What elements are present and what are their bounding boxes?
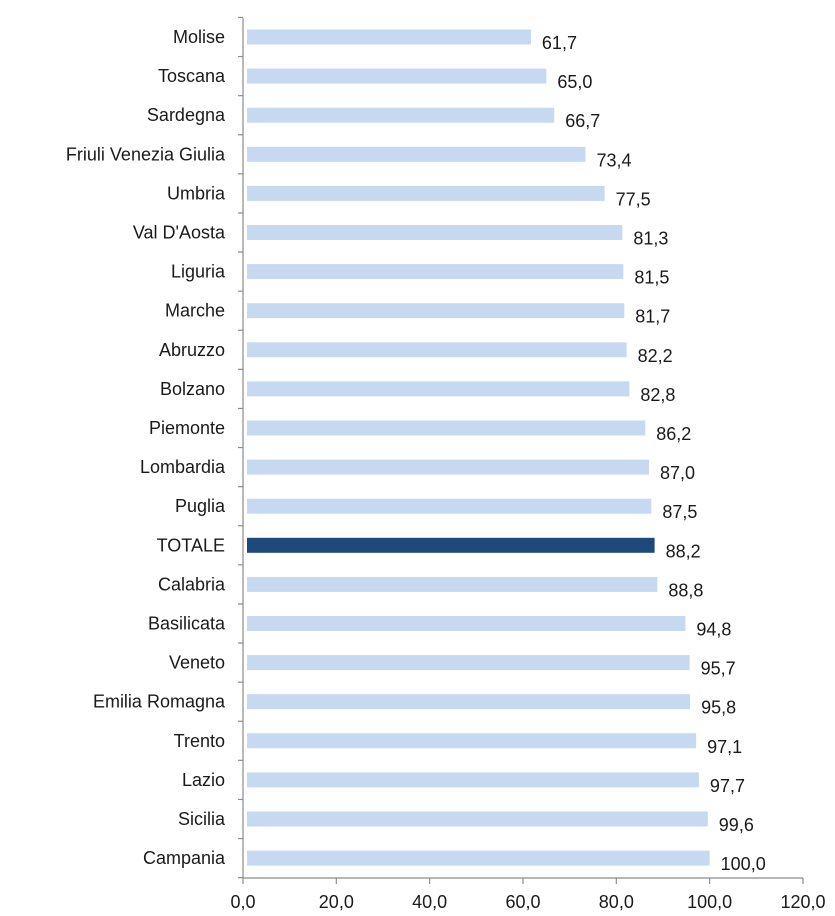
value-label-basilicata: 94,8 [696, 620, 731, 640]
bar-toscana [247, 68, 547, 84]
bar-puglia [247, 498, 652, 514]
value-label-molise: 61,7 [542, 33, 577, 53]
value-label-abruzzo: 82,2 [638, 346, 673, 366]
value-labels: 61,7 65,0 66,7 73,4 77,5 81,3 81,5 81,7 82,2 82,8… [542, 33, 766, 874]
value-label-puglia: 87,5 [662, 502, 697, 522]
bar-basilicata [247, 616, 686, 631]
value-label-totale: 88,2 [666, 541, 701, 561]
category-label-umbria: Umbria [167, 183, 226, 203]
x-tick-label: 20,0 [319, 892, 354, 912]
bars-layer [247, 29, 710, 866]
category-label-veneto: Veneto [169, 653, 225, 673]
value-label-sardegna: 66,7 [565, 111, 600, 131]
bar-lombardia [247, 459, 649, 475]
category-label-puglia: Puglia [175, 496, 226, 516]
x-tick-label: 80,0 [599, 892, 634, 912]
axes: 0,0 20,0 40,0 60,0 80,0 100,0 120,0 [230, 16, 826, 912]
bar-piemonte [247, 420, 646, 436]
value-label-toscana: 65,0 [557, 72, 592, 92]
category-label-val-d-aosta: Val D'Aosta [133, 223, 226, 243]
value-label-sicilia: 99,6 [719, 815, 754, 835]
bar-lazio [247, 772, 699, 788]
bar-calabria [247, 576, 658, 592]
category-label-bolzano: Bolzano [160, 379, 225, 399]
x-tick-label: 60,0 [505, 892, 540, 912]
bar-liguria [247, 264, 624, 280]
category-label-friuli-venezia-giulia: Friuli Venezia Giulia [66, 144, 226, 164]
bar-friuli-venezia-giulia [247, 146, 586, 162]
category-label-campania: Campania [143, 848, 226, 868]
value-label-lombardia: 87,0 [660, 463, 695, 483]
category-label-piemonte: Piemonte [149, 418, 225, 438]
category-label-totale: TOTALE [157, 535, 225, 555]
bar-totale [247, 537, 655, 553]
bar-val-d-aosta [247, 225, 623, 240]
category-label-molise: Molise [173, 27, 225, 47]
category-label-liguria: Liguria [171, 262, 226, 282]
bar-veneto [247, 655, 690, 671]
value-label-emilia-romagna: 95,8 [701, 698, 736, 718]
x-tick-label: 40,0 [412, 892, 447, 912]
bar-molise [247, 29, 531, 45]
bar-marche [247, 303, 625, 319]
category-label-sicilia: Sicilia [178, 809, 226, 829]
category-label-lazio: Lazio [182, 770, 225, 790]
bar-umbria [247, 185, 605, 201]
bar-emilia-romagna [247, 694, 691, 710]
value-label-calabria: 88,8 [668, 580, 703, 600]
value-label-piemonte: 86,2 [656, 424, 691, 444]
x-tick-label: 100,0 [687, 892, 732, 912]
value-label-veneto: 95,7 [701, 659, 736, 679]
category-label-lombardia: Lombardia [140, 457, 226, 477]
category-label-toscana: Toscana [158, 66, 226, 86]
category-label-marche: Marche [165, 301, 225, 321]
category-label-trento: Trento [174, 731, 225, 751]
category-label-sardegna: Sardegna [147, 105, 226, 125]
bar-bolzano [247, 381, 630, 397]
category-label-calabria: Calabria [158, 574, 226, 594]
category-label-basilicata: Basilicata [148, 614, 226, 634]
x-tick-label: 0,0 [230, 892, 255, 912]
bar-sardegna [247, 107, 555, 123]
category-label-emilia-romagna: Emilia Romagna [93, 692, 226, 712]
category-label-abruzzo: Abruzzo [159, 340, 225, 360]
bar-trento [247, 733, 697, 749]
category-labels: Molise Toscana Sardegna Friuli Venezia Giul… [66, 27, 226, 868]
bar-sicilia [247, 811, 708, 827]
value-label-trento: 97,1 [707, 737, 742, 757]
value-label-friuli-venezia-giulia: 73,4 [597, 150, 632, 170]
bar-abruzzo [247, 342, 627, 358]
value-label-campania: 100,0 [721, 854, 766, 874]
value-label-marche: 81,7 [635, 307, 670, 327]
bar-campania [247, 850, 710, 866]
value-label-lazio: 97,7 [710, 776, 745, 796]
value-label-val-d-aosta: 81,3 [633, 229, 668, 249]
value-label-bolzano: 82,8 [640, 385, 675, 405]
value-label-liguria: 81,5 [634, 268, 669, 288]
value-label-umbria: 77,5 [616, 189, 651, 209]
x-tick-label: 120,0 [780, 892, 825, 912]
